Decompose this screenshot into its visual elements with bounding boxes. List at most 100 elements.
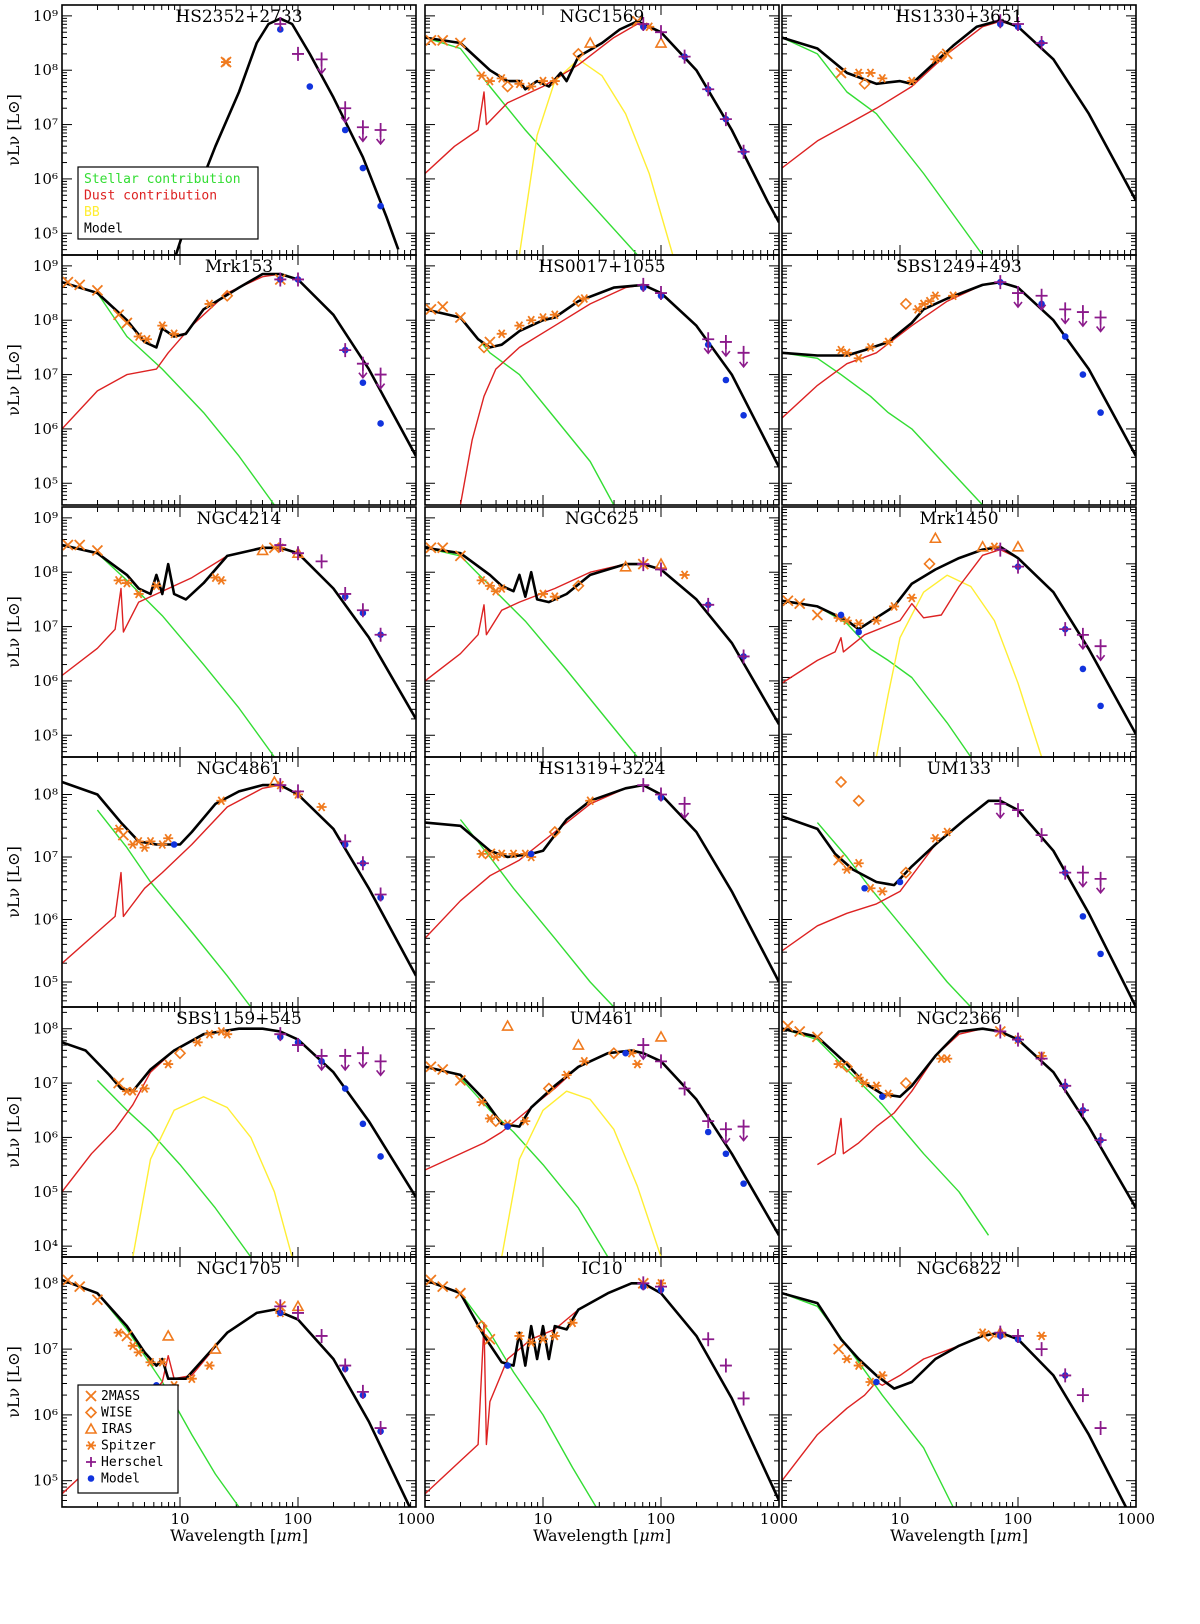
x-mark: [425, 1061, 437, 1073]
phot-point-asterisk: [538, 312, 548, 323]
asterisk-mark: [145, 836, 156, 846]
herschel-point: [702, 82, 715, 97]
asterisk-mark: [538, 1334, 548, 1344]
panel-title: HS0017+1055: [538, 257, 665, 277]
phot-point-asterisk: [877, 73, 888, 83]
x-axis-label-part: μm: [996, 1526, 1022, 1545]
phot-point-asterisk: [906, 76, 917, 86]
herschel-point: [274, 272, 287, 287]
legend-line-label: Dust contribution: [84, 189, 217, 204]
asterisk-mark: [163, 1059, 174, 1069]
asterisk-mark: [567, 1318, 578, 1328]
model-point: [622, 1049, 629, 1057]
phot-point-x: [425, 1061, 437, 1073]
phot-point-asterisk: [221, 57, 232, 67]
phot-point-asterisk: [942, 827, 953, 837]
phot-point-asterisk: [567, 1318, 578, 1328]
model-point: [1097, 950, 1104, 958]
y-tick-label: 10⁵: [33, 726, 58, 744]
legend-box: [77, 166, 259, 240]
phot-point-asterisk: [216, 575, 227, 585]
y-tick-label: 10⁵: [33, 474, 58, 492]
asterisk-mark: [133, 331, 144, 342]
phot-point-asterisk: [853, 858, 864, 868]
panel-title: NGC1705: [197, 1259, 282, 1279]
asterisk-mark: [514, 79, 525, 89]
panel-plot-area: [782, 275, 1136, 505]
x-mark: [425, 303, 437, 315]
asterisk-mark: [579, 1056, 590, 1066]
x-mark: [91, 544, 104, 557]
model-point: [341, 126, 349, 134]
diamond-mark: [572, 579, 585, 592]
phot-point-x: [117, 829, 129, 841]
asterisk-mark: [484, 76, 495, 86]
model-point: [855, 628, 862, 636]
model-curve: [62, 543, 416, 720]
stellar-curve: [425, 36, 638, 255]
phot-point-asterisk: [514, 321, 525, 331]
phot-point-asterisk: [496, 73, 507, 83]
panel-frame: [61, 254, 417, 506]
asterisk-mark: [496, 583, 507, 594]
asterisk-mark: [216, 575, 227, 585]
herschel-point: [1059, 1368, 1072, 1383]
herschel-point: [274, 1027, 287, 1042]
bb-curve: [132, 1096, 293, 1257]
herschel-point: [702, 1332, 715, 1347]
herschel-point: [655, 1279, 667, 1294]
panel-title: HS1330+3651: [895, 7, 1022, 27]
triangle-mark: [209, 1342, 222, 1354]
y-tick-label: 10⁷: [33, 1074, 58, 1092]
x-mark: [121, 317, 133, 329]
phot-point-diamond: [221, 289, 234, 302]
x-mark: [121, 1330, 133, 1342]
model-point: [527, 850, 535, 858]
panel-frame: [424, 1256, 780, 1508]
asterisk-mark: [508, 849, 519, 859]
phot-point-asterisk: [853, 1073, 864, 1083]
asterisk-mark: [1036, 1331, 1047, 1341]
phot-point-x: [437, 1280, 449, 1293]
upper-limit-arrow: [638, 1045, 648, 1061]
asterisk-mark: [133, 836, 144, 846]
herschel-point: [292, 546, 304, 561]
sed-panel: SBS1249+493: [781, 254, 1137, 506]
model-curve: [62, 1278, 412, 1507]
stellar-curve: [96, 1079, 252, 1257]
phot-point-x: [74, 1280, 86, 1293]
x-mark: [85, 1390, 97, 1402]
phot-point-asterisk: [833, 1059, 844, 1069]
triangle-mark: [619, 560, 632, 572]
herschel-point: [737, 649, 750, 664]
phot-point-asterisk: [139, 1083, 150, 1094]
asterisk-mark: [865, 68, 876, 78]
phot-point-asterisk: [476, 71, 487, 81]
herschel-point: [356, 856, 369, 871]
upper-limit-arrow: [721, 341, 731, 358]
asterisk-mark: [679, 570, 690, 580]
herschel-point: [374, 887, 387, 902]
model-point: [377, 202, 384, 210]
phot-point-asterisk: [841, 348, 852, 358]
phot-point-x: [811, 609, 824, 621]
model-point: [873, 1378, 880, 1386]
herschel-point: [655, 562, 667, 577]
diamond-mark: [834, 775, 848, 789]
x-axis-label-part: μm: [276, 1526, 302, 1545]
phot-point-asterisk: [841, 864, 852, 875]
panel-plot-area: [425, 15, 779, 255]
diamond-mark: [923, 557, 936, 570]
x-axis-label-part: ]: [302, 1526, 308, 1545]
panel-frame: [61, 506, 417, 758]
y-tick-label: 10⁸: [33, 1274, 58, 1292]
asterisk-mark: [157, 839, 168, 850]
phot-point-diamond: [84, 1406, 98, 1419]
x-mark: [437, 34, 449, 46]
x-tick-label: 100: [284, 1510, 313, 1528]
diamond-mark: [221, 289, 234, 302]
model-point: [837, 611, 845, 619]
diamond-mark: [572, 47, 585, 61]
phot-point-x: [437, 300, 449, 313]
phot-point-asterisk: [496, 583, 507, 594]
